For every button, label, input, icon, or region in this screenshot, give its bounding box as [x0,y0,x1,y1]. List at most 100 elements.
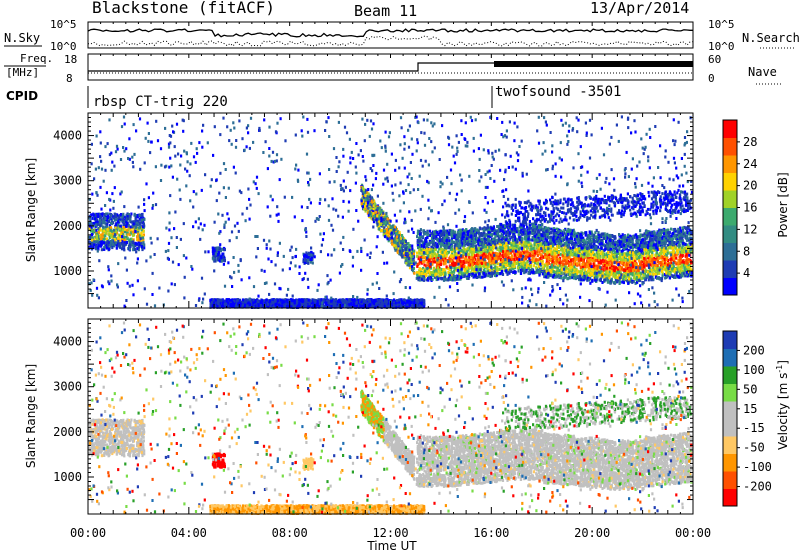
power-cell [361,200,363,203]
cpid-label: CPID [6,89,38,103]
nsearch-tick-bottom: 10^0 [708,40,735,53]
power-cell [118,243,120,246]
power-cell [142,236,144,239]
power-cell [221,253,223,256]
power-cell [365,202,367,205]
power-cell [367,201,369,204]
power-cell [520,272,522,275]
power-cell [542,272,544,275]
power-cell [121,247,123,250]
power-cell [399,247,401,250]
power-cell [423,264,425,267]
power-cell [368,207,370,210]
power-cell [574,238,576,241]
power-cell [376,214,378,217]
power-cell [363,188,365,191]
power-cell [99,219,101,222]
power-cell [108,248,110,251]
power-cell [612,235,614,238]
power-cell [371,200,373,203]
power-cell [380,223,382,226]
power-cell [642,282,644,285]
power-cell [377,207,379,210]
power-cell [102,233,104,236]
power-cell [409,249,411,252]
power-cell [216,246,218,249]
power-cell [137,233,139,236]
power-cell [111,222,113,225]
freq-panel: Freq. [MHz] 18 8 60 0 Nave [4,52,782,85]
power-cell [369,211,371,214]
power-cell [563,229,565,232]
power-cell [132,241,134,244]
power-cell [578,263,580,266]
cpid-twofsound: twofsound -3501 [495,84,621,100]
power-cell [138,227,140,230]
power-cell [391,237,393,240]
power-cell [408,245,410,248]
power-cell [490,251,492,254]
power-cell [446,255,448,258]
power-cell [412,255,414,258]
power-cell [212,257,214,260]
power-cell [97,213,99,216]
cpid-row: CPID rbsp CT-trig 220 twofsound -3501 [6,84,621,110]
power-cell [113,217,115,220]
power-cell [387,222,389,225]
power-cell [452,241,454,244]
power-cell [130,226,132,229]
power-cell [471,263,473,266]
power-cell [622,233,624,236]
power-cell [384,218,386,221]
power-cell [127,217,129,220]
power-cell [659,257,661,260]
power-cell [130,215,132,218]
power-cell [135,242,137,245]
power-cell [110,226,112,229]
power-cell [381,229,383,232]
power-cell [135,221,137,224]
power-cell [395,246,397,249]
power-cell [402,243,404,246]
power-cell [132,248,134,251]
power-cell [544,256,546,259]
power-cell [111,239,113,242]
power-cell [122,228,124,231]
power-cell [132,230,134,233]
power-cell [108,220,110,223]
power-cell [137,239,139,242]
power-cell [308,256,310,259]
power-cell [647,232,649,235]
power-cell [372,212,374,215]
power-cell [429,230,431,233]
power-cell [119,228,121,231]
power-cell [657,260,659,263]
power-cell [127,237,129,240]
power-cell [364,194,366,197]
power-cell [364,205,366,208]
nave-tick-bottom: 0 [708,72,715,85]
power-cell [92,230,94,233]
power-cell [503,253,505,256]
power-cell [121,216,123,219]
power-cell [592,248,594,251]
power-cell [103,230,105,233]
nsearch-tick-top: 10^5 [708,18,735,31]
power-cell [310,258,312,261]
power-cell [129,219,131,222]
power-cell [369,195,371,198]
power-cell [129,238,131,241]
power-cell [619,282,621,285]
power-cell [310,251,312,254]
power-cell [556,228,558,231]
cpid-rbsp: rbsp CT-trig 220 [93,94,228,110]
power-cell [521,238,523,241]
radar-summary-plot: Blackstone (fitACF) Beam 11 13/Apr/2014 … [0,0,800,554]
power-cell [110,229,112,232]
power-cell [413,272,415,275]
power-cell [100,215,102,218]
power-cell [123,236,125,239]
power-cell [100,229,102,232]
freq-tick-bottom: 8 [66,72,73,85]
power-cell [446,265,448,268]
